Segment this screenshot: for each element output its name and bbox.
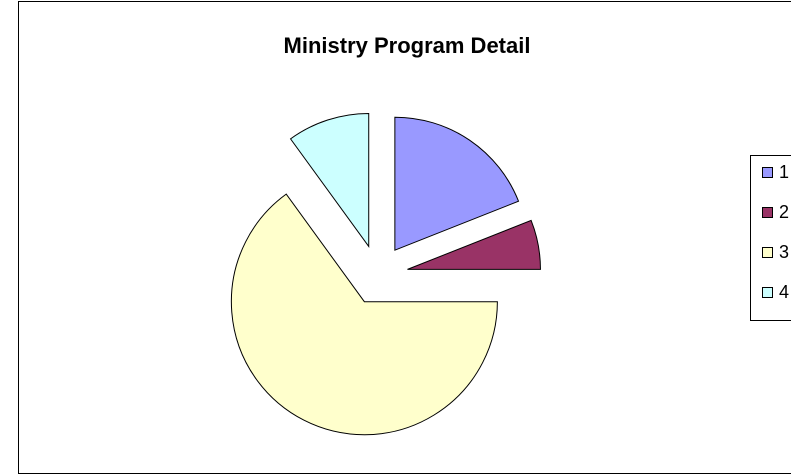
legend-swatch [762, 287, 773, 298]
chart-title: Ministry Program Detail [284, 33, 531, 58]
legend-label: 3 [779, 242, 789, 262]
pie-slice [230, 193, 498, 436]
pie-slice [407, 219, 541, 270]
legend-swatch [762, 207, 773, 218]
legend-swatch [762, 247, 773, 258]
legend-swatch [762, 167, 773, 178]
legend-label: 2 [779, 202, 789, 222]
pie-slice [289, 112, 370, 249]
legend-label: 4 [779, 282, 789, 302]
pie-slice [394, 116, 520, 251]
legend-label: 1 [779, 162, 789, 182]
